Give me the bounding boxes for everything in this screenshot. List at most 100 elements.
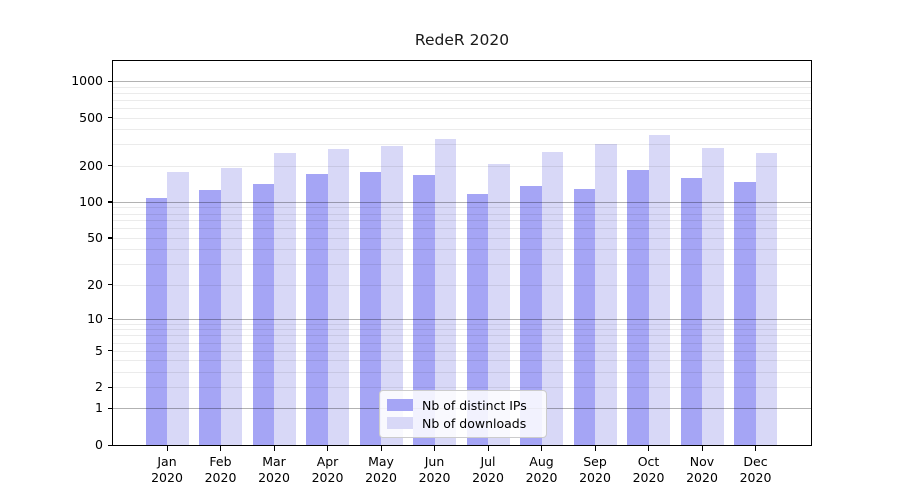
bar-nb-of-downloads-may	[381, 146, 403, 445]
x-tick-label-mar: Mar 2020	[258, 454, 290, 485]
x-tick-label-jan: Jan 2020	[151, 454, 183, 485]
y-tick-mark	[108, 350, 113, 352]
bar-nb-of-distinct-ips-apr	[306, 173, 328, 445]
x-tick-mark	[327, 446, 329, 451]
legend-item-distinct-ips: Nb of distinct IPs	[387, 397, 538, 413]
bar-nb-of-downloads-dec	[755, 152, 777, 445]
gridline-minor	[113, 237, 811, 239]
y-tick-mark	[108, 444, 113, 446]
gridline-major	[113, 318, 811, 320]
x-tick-label-may: May 2020	[365, 454, 397, 485]
gridline-minor	[113, 107, 811, 109]
x-tick-label-nov: Nov 2020	[686, 454, 718, 485]
gridline-minor	[113, 213, 811, 215]
grid-layer	[113, 61, 811, 445]
bar-nb-of-distinct-ips-may	[359, 172, 381, 445]
y-tick-label: 500	[79, 109, 103, 125]
legend-label-downloads: Nb of downloads	[422, 415, 527, 431]
y-tick-mark	[108, 284, 113, 286]
x-tick-mark	[594, 446, 596, 451]
gridline-minor	[113, 335, 811, 337]
bar-nb-of-distinct-ips-aug	[520, 186, 542, 445]
gridline-major	[113, 81, 811, 83]
bar-nb-of-downloads-jul	[488, 164, 510, 445]
bar-nb-of-distinct-ips-jan	[145, 197, 167, 445]
gridline-minor	[113, 165, 811, 167]
bar-nb-of-downloads-mar	[274, 153, 296, 445]
y-tick-label: 1000	[71, 73, 103, 89]
x-tick-label-dec: Dec 2020	[739, 454, 772, 485]
gridline-minor	[113, 360, 811, 362]
y-tick-label: 5	[95, 342, 103, 358]
y-tick-mark	[108, 117, 113, 119]
bar-nb-of-distinct-ips-oct	[627, 170, 649, 445]
y-tick-mark	[108, 237, 113, 239]
gridline-minor	[113, 92, 811, 94]
y-tick-label: 0	[95, 437, 103, 452]
y-tick-mark	[108, 165, 113, 167]
y-tick-label: 1	[95, 400, 103, 416]
x-tick-mark	[487, 446, 489, 451]
bar-nb-of-distinct-ips-mar	[252, 184, 274, 445]
bar-nb-of-distinct-ips-jul	[466, 194, 488, 445]
bar-nb-of-distinct-ips-jun	[413, 174, 435, 445]
x-tick-mark	[541, 446, 543, 451]
bar-nb-of-distinct-ips-sep	[573, 189, 595, 445]
bar-nb-of-downloads-apr	[327, 148, 349, 445]
x-tick-mark	[380, 446, 382, 451]
legend-swatch-downloads	[387, 417, 413, 429]
legend: Nb of distinct IPs Nb of downloads	[379, 390, 547, 438]
y-tick-label: 100	[79, 193, 103, 209]
x-tick-mark	[648, 446, 650, 451]
bars-layer	[113, 61, 811, 445]
bar-nb-of-distinct-ips-feb	[199, 190, 221, 445]
x-tick-label-oct: Oct 2020	[632, 454, 665, 485]
y-tick-label: 200	[79, 157, 103, 173]
x-tick-mark	[434, 446, 436, 451]
bar-nb-of-downloads-jun	[434, 138, 456, 445]
gridline-minor	[113, 228, 811, 230]
gridline-minor	[113, 86, 811, 88]
gridline-minor	[113, 284, 811, 286]
gridline-minor	[113, 329, 811, 331]
y-tick-label: 20	[87, 276, 103, 292]
x-tick-label-jun: Jun 2020	[418, 454, 451, 485]
y-tick-mark	[108, 80, 113, 82]
gridline-minor	[113, 387, 811, 389]
bar-nb-of-downloads-jan	[167, 171, 189, 445]
gridline-minor	[113, 220, 811, 222]
gridline-minor	[113, 350, 811, 352]
x-tick-mark	[701, 446, 703, 451]
bar-nb-of-downloads-feb	[220, 167, 242, 445]
gridline-minor	[113, 264, 811, 266]
gridline-minor	[113, 207, 811, 209]
bar-nb-of-downloads-sep	[595, 143, 617, 445]
x-tick-mark	[755, 446, 757, 451]
chart-title: RedeR 2020	[414, 31, 510, 49]
bar-nb-of-downloads-nov	[702, 148, 724, 445]
bar-nb-of-downloads-aug	[541, 151, 563, 445]
legend-swatch-distinct-ips	[387, 399, 413, 411]
gridline-minor	[113, 144, 811, 146]
y-tick-label: 50	[87, 229, 103, 245]
y-tick-mark	[108, 201, 113, 203]
gridline-minor	[113, 323, 811, 325]
y-tick-mark	[108, 407, 113, 410]
y-tick-label: 10	[87, 310, 103, 326]
y-tick-mark	[108, 318, 113, 320]
x-tick-mark	[220, 446, 222, 451]
bar-nb-of-downloads-oct	[648, 135, 670, 445]
x-tick-label-sep: Sep 2020	[579, 454, 611, 485]
y-tick-mark	[108, 386, 113, 388]
x-tick-label-feb: Feb 2020	[204, 454, 237, 485]
gridline-minor	[113, 117, 811, 119]
gridline-minor	[113, 249, 811, 251]
legend-label-distinct-ips: Nb of distinct IPs	[422, 397, 527, 413]
x-tick-mark	[273, 446, 275, 451]
gridline-minor	[113, 342, 811, 344]
plot-area: RedeR 2020 1000 500 200 100 50 20 10 5 2 1 0 Jan 20…	[71, 31, 812, 485]
y-tick-label: 2	[95, 379, 103, 395]
gridline-minor	[113, 99, 811, 101]
x-tick-mark	[166, 446, 168, 451]
